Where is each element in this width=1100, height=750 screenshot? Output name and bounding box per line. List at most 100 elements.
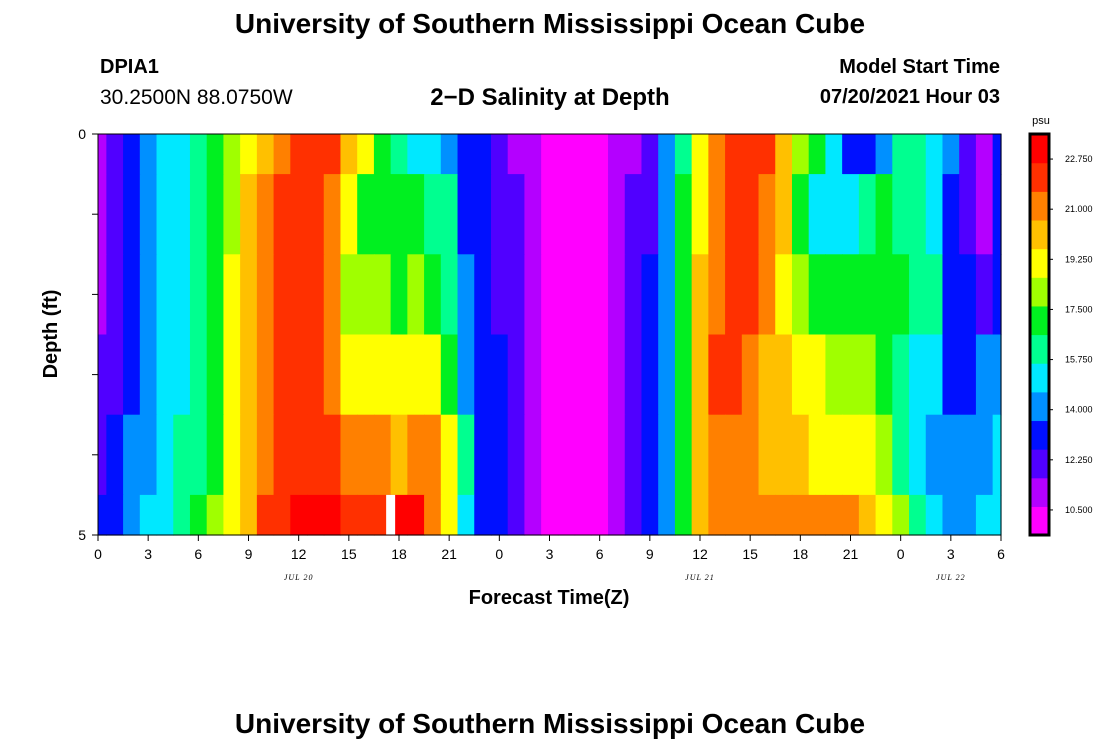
heatmap-cell <box>240 174 258 255</box>
heatmap-cell <box>775 334 793 416</box>
heatmap-cell <box>591 134 609 175</box>
heatmap-cell <box>440 334 459 416</box>
heatmap-cell <box>557 494 576 536</box>
heatmap-cell <box>875 174 893 255</box>
colorbar-swatch <box>1030 449 1049 479</box>
heatmap-cell <box>858 134 877 175</box>
heatmap-cell <box>524 174 542 255</box>
heatmap-cell <box>340 494 358 536</box>
heatmap-cell <box>357 134 375 175</box>
heatmap-cell <box>98 494 107 536</box>
heatmap-cell <box>490 334 509 416</box>
heatmap-cell <box>574 334 592 416</box>
y-axis-tick-label: 0 <box>78 126 86 142</box>
heatmap-cell <box>424 134 442 175</box>
heatmap-cell <box>106 414 124 496</box>
heatmap-cell <box>959 334 977 416</box>
heatmap-cell <box>98 334 107 416</box>
heatmap-cell <box>708 494 726 536</box>
heatmap-cell <box>942 334 960 416</box>
data-gap-marks <box>386 494 396 535</box>
heatmap-cell <box>959 134 977 175</box>
heatmap-cell <box>440 174 459 255</box>
heatmap-cell <box>975 254 994 336</box>
heatmap-cell <box>490 494 509 536</box>
heatmap-cell <box>273 254 291 336</box>
heatmap-cell <box>674 414 693 496</box>
heatmap-cell <box>424 414 442 496</box>
colorbar-swatch <box>1030 219 1049 250</box>
heatmap-cell <box>106 254 124 336</box>
heatmap-cell <box>691 494 709 536</box>
heatmap-cell <box>307 494 325 536</box>
heatmap-cell <box>373 174 392 255</box>
heatmap-cell <box>959 494 977 536</box>
heatmap-cell <box>608 174 626 255</box>
heatmap-cell <box>256 254 275 336</box>
x-axis-tick-label: 12 <box>291 546 307 562</box>
heatmap-cell <box>925 174 944 255</box>
heatmap-cell <box>758 334 776 416</box>
x-axis-label: Forecast Time(Z) <box>469 587 630 609</box>
heatmap-cell <box>825 134 843 175</box>
heatmap-cell <box>156 334 174 416</box>
heatmap-cell <box>323 494 342 536</box>
heatmap-cell <box>98 414 107 496</box>
heatmap-cell <box>490 414 509 496</box>
heatmap-cell <box>791 254 810 336</box>
heatmap-cell <box>323 334 342 416</box>
heatmap-cell <box>240 414 258 496</box>
heatmap-cell <box>390 254 408 336</box>
heatmap-cell <box>842 334 860 416</box>
x-axis-tick-label: 18 <box>793 546 809 562</box>
heatmap-cell <box>123 254 141 336</box>
heatmap-cell <box>98 254 107 336</box>
heatmap-cell <box>741 134 760 175</box>
x-axis-tick-label: 21 <box>441 546 457 562</box>
heatmap-cell <box>474 334 492 416</box>
heatmap-cell <box>457 414 475 496</box>
heatmap-cell <box>858 254 877 336</box>
heatmap-cell <box>390 334 408 416</box>
heatmap-cell <box>674 134 693 175</box>
heatmap-cell <box>909 494 927 536</box>
heatmap-cell <box>541 494 559 536</box>
heatmap-cell <box>206 494 225 536</box>
colorbar-swatch <box>1030 134 1049 164</box>
heatmap-cell <box>474 254 492 336</box>
heatmap-cell <box>925 134 944 175</box>
heatmap-cell <box>407 414 425 496</box>
heatmap-cell <box>691 174 709 255</box>
heatmap-cell <box>691 334 709 416</box>
footer-title: University of Southern Mississippi Ocean… <box>234 708 866 739</box>
colorbar-tick-label: 12.250 <box>1065 455 1093 465</box>
heatmap-cell <box>407 134 425 175</box>
heatmap-cell <box>842 494 860 536</box>
colorbar-swatch <box>1030 305 1049 336</box>
heatmap-cell <box>340 134 358 175</box>
heatmap-cell <box>173 254 191 336</box>
colorbar-swatch <box>1030 248 1049 278</box>
colorbar-swatch <box>1030 277 1049 307</box>
heatmap-cell <box>725 174 743 255</box>
heatmap-cell <box>390 174 408 255</box>
heatmap-cell <box>440 494 459 536</box>
heatmap-cell <box>624 494 643 536</box>
x-axis-tick-label: 15 <box>742 546 758 562</box>
heatmap-cell <box>290 254 308 336</box>
colorbar-swatch <box>1030 506 1049 536</box>
heatmap-cell <box>557 174 576 255</box>
heatmap-cell <box>858 174 877 255</box>
heatmap-cell <box>507 334 526 416</box>
heatmap-cell <box>123 494 141 536</box>
heatmap-cell <box>791 494 810 536</box>
heatmap-cell <box>641 494 659 536</box>
colorbar-unit: psu <box>1032 115 1050 127</box>
x-axis-tick-label: 0 <box>94 546 102 562</box>
heatmap-cell <box>842 134 860 175</box>
heatmap-cell <box>307 334 325 416</box>
heatmap-cell <box>307 254 325 336</box>
heatmap-cell <box>791 134 810 175</box>
heatmap-cell <box>557 134 576 175</box>
heatmap-cell <box>875 254 893 336</box>
